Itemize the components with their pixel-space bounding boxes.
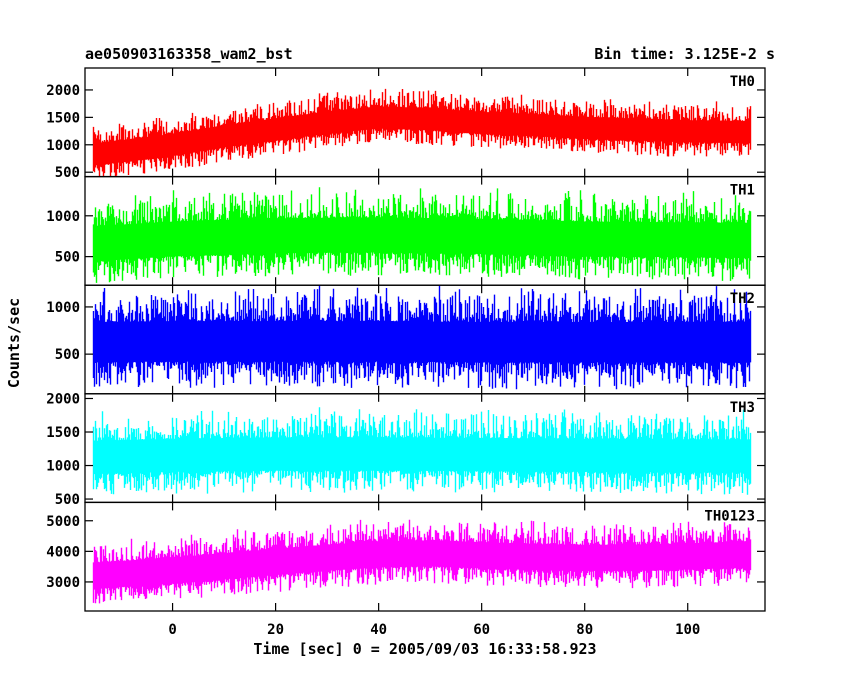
y-tick-label: 1500 xyxy=(46,425,80,441)
panel-name-label: TH0123 xyxy=(704,508,755,524)
panels-group: 500100015002000TH05001000TH15001000TH250… xyxy=(46,67,766,638)
y-tick-label: 1000 xyxy=(46,300,80,316)
panel-name-label: TH3 xyxy=(730,400,755,416)
y-tick-label: 2000 xyxy=(46,83,80,99)
panel-name-label: TH1 xyxy=(730,183,755,199)
y-tick-label: 3000 xyxy=(46,575,80,591)
y-tick-label: 500 xyxy=(55,250,80,266)
series-th0 xyxy=(92,88,752,177)
x-tick-label: 60 xyxy=(473,622,490,638)
y-axis-label: Counts/sec xyxy=(5,298,23,388)
y-tick-label: 500 xyxy=(55,347,80,363)
y-tick-label: 1000 xyxy=(46,209,80,225)
y-tick-label: 4000 xyxy=(46,544,80,560)
y-tick-label: 2000 xyxy=(46,391,80,407)
panel-frame xyxy=(84,501,766,612)
panel-th1: 500 1000 TH1 xyxy=(46,175,766,286)
x-tick-label: 0 xyxy=(168,622,176,638)
chart-title: ae050903163358_wam2_bst xyxy=(85,45,293,63)
panel-th2: 500 1000 TH2 xyxy=(46,284,766,395)
x-tick-label: 100 xyxy=(675,622,700,638)
panel-th3: 500 1000 1500 2000 TH3 xyxy=(46,391,766,508)
panel-th0: 500 1000 1500 2000 TH0 xyxy=(46,67,766,181)
y-tick-label: 500 xyxy=(55,165,80,181)
panel-th0123: 3000 4000 5000 TH0123 xyxy=(46,501,766,612)
x-tick-label: 20 xyxy=(267,622,284,638)
panel-name-label: TH2 xyxy=(730,291,755,307)
x-axis-label: Time [sec] 0 = 2005/09/03 16:33:58.923 xyxy=(253,640,596,658)
y-tick-label: 1500 xyxy=(46,110,80,126)
y-tick-label: 1000 xyxy=(46,459,80,475)
series-th0123 xyxy=(92,519,752,604)
bin-time-label: Bin time: 3.125E-2 s xyxy=(594,45,775,63)
x-tick-label: 40 xyxy=(370,622,387,638)
y-tick-label: 500 xyxy=(55,492,80,508)
y-tick-label: 1000 xyxy=(46,138,80,154)
series-th2 xyxy=(92,285,752,390)
series-th1 xyxy=(92,187,752,283)
series-th3 xyxy=(92,407,752,495)
y-tick-label: 5000 xyxy=(46,514,80,530)
x-tick-label: 80 xyxy=(576,622,593,638)
panel-name-label: TH0 xyxy=(730,74,755,90)
